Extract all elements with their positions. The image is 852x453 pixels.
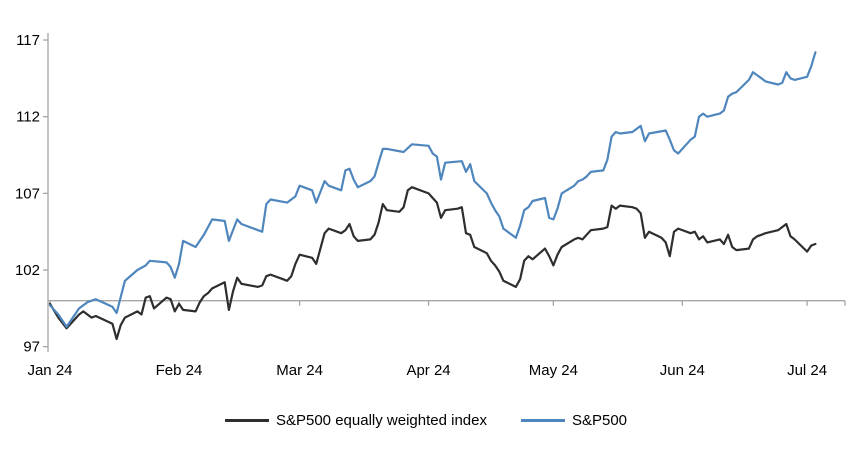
legend-line-sp500	[520, 419, 565, 422]
x-tick-label: Jul 24	[787, 362, 827, 379]
chart-legend: S&P500 equally weighted index S&P500	[0, 412, 852, 429]
x-tick-label: Jan 24	[27, 362, 72, 379]
x-tick-label: Apr 24	[406, 362, 450, 379]
x-tick-label: May 24	[529, 362, 578, 379]
x-tick-label: Jun 24	[660, 362, 705, 379]
legend-line-equal-weight	[224, 419, 269, 422]
x-tick-label: Feb 24	[156, 362, 203, 379]
legend-item-sp500: S&P500	[520, 412, 628, 429]
y-tick-label: 117	[16, 32, 40, 49]
y-tick-label: 112	[16, 109, 40, 126]
legend-item-equal-weight: S&P500 equally weighted index	[224, 412, 487, 429]
series-line-sp500	[48, 51, 817, 328]
legend-label-sp500: S&P500	[571, 412, 628, 429]
series-line-equal-weight	[48, 186, 817, 341]
legend-label-equal-weight: S&P500 equally weighted index	[275, 412, 487, 429]
y-tick-label: 107	[15, 185, 40, 202]
y-tick-label: 97	[23, 339, 40, 356]
y-tick-label: 102	[15, 262, 40, 279]
x-tick-label: Mar 24	[276, 362, 323, 379]
